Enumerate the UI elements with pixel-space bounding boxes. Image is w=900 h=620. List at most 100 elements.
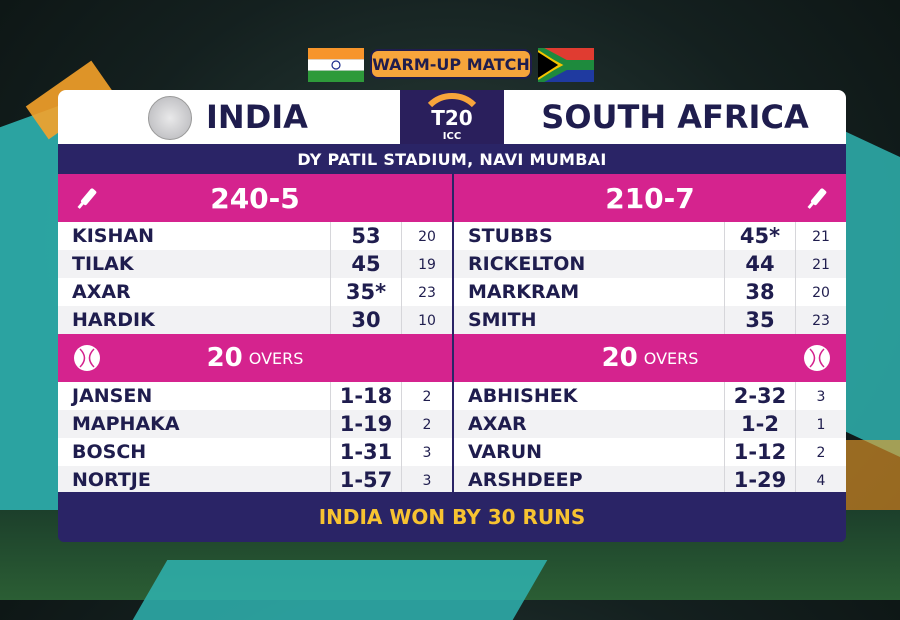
bowler-figures: 1-29 [724, 466, 795, 494]
india-batting-list: KISHAN 53 20 TILAK 45 19 AXAR 35* 23 HAR… [58, 222, 452, 334]
bowler-overs: 3 [795, 382, 846, 410]
india-total-score: 240-5 [210, 181, 300, 215]
batter-runs: 30 [330, 306, 401, 334]
bowler-overs: 2 [401, 410, 452, 438]
team-name-india: INDIA [206, 98, 308, 136]
bowler-name: JANSEN [72, 385, 153, 407]
bowler-row: MAPHAKA 1-19 2 [58, 410, 452, 438]
india-bowling-list: ABHISHEK 2-32 3 AXAR 1-2 1 VARUN 1-12 2 … [454, 382, 846, 494]
batter-balls: 21 [795, 250, 846, 278]
batter-runs: 35 [724, 306, 795, 334]
batter-name: TILAK [72, 253, 134, 275]
south-africa-batting-list: STUBBS 45* 21 RICKELTON 44 21 MARKRAM 38… [454, 222, 846, 334]
south-africa-flag-icon [538, 48, 594, 82]
bowler-row: AXAR 1-2 1 [454, 410, 846, 438]
batter-balls: 10 [401, 306, 452, 334]
batter-row: KISHAN 53 20 [58, 222, 452, 250]
team-header-india: INDIA [58, 90, 400, 144]
batter-row: RICKELTON 44 21 [454, 250, 846, 278]
overs-label: OVERS [643, 348, 699, 368]
batter-name: MARKRAM [468, 281, 580, 303]
bowler-row: JANSEN 1-18 2 [58, 382, 452, 410]
match-result: INDIA WON BY 30 RUNS [58, 492, 846, 542]
team-name-south-africa: SOUTH AFRICA [541, 98, 809, 136]
background-decoration [132, 560, 548, 620]
batter-row: STUBBS 45* 21 [454, 222, 846, 250]
bowler-name: BOSCH [72, 441, 147, 463]
south-africa-total-score: 210-7 [605, 181, 695, 215]
batter-runs: 35* [330, 278, 401, 306]
batter-name: RICKELTON [468, 253, 586, 275]
south-africa-bowling-list: JANSEN 1-18 2 MAPHAKA 1-19 2 BOSCH 1-31 … [58, 382, 452, 494]
background-decoration [840, 129, 900, 471]
batter-runs: 45 [330, 250, 401, 278]
bowler-overs: 3 [401, 438, 452, 466]
batter-row: TILAK 45 19 [58, 250, 452, 278]
south-africa-score-bar: 210-7 [454, 174, 846, 222]
cricket-ball-icon [804, 345, 830, 371]
bowler-overs: 1 [795, 410, 846, 438]
batter-runs: 53 [330, 222, 401, 250]
batter-name: HARDIK [72, 309, 155, 331]
bowler-name: ARSHDEEP [468, 469, 583, 491]
bowler-name: ABHISHEK [468, 385, 578, 407]
batter-row: MARKRAM 38 20 [454, 278, 846, 306]
batter-runs: 38 [724, 278, 795, 306]
column-divider [452, 174, 454, 492]
bowler-name: VARUN [468, 441, 543, 463]
bowler-row: NORTJE 1-57 3 [58, 466, 452, 494]
batter-row: AXAR 35* 23 [58, 278, 452, 306]
cricket-bat-icon [77, 188, 97, 209]
bowler-figures: 1-2 [724, 410, 795, 438]
batter-name: AXAR [72, 281, 131, 303]
india-flag-icon [308, 48, 364, 82]
t20-logo-text: T20 [431, 106, 472, 130]
cricket-ball-icon [74, 345, 100, 371]
batter-name: STUBBS [468, 225, 553, 247]
india-overs-count: 20 [206, 343, 243, 373]
bowler-row: ABHISHEK 2-32 3 [454, 382, 846, 410]
bowler-overs: 2 [401, 382, 452, 410]
bowler-figures: 1-31 [330, 438, 401, 466]
match-header: WARM-UP MATCH [0, 46, 900, 84]
batter-balls: 20 [795, 278, 846, 306]
bowler-row: BOSCH 1-31 3 [58, 438, 452, 466]
batter-row: SMITH 35 23 [454, 306, 846, 334]
match-type-badge: WARM-UP MATCH [370, 49, 532, 79]
batter-balls: 23 [795, 306, 846, 334]
south-africa-overs-bar: 20 OVERS [454, 334, 846, 382]
team-header-south-africa: SOUTH AFRICA [504, 90, 846, 144]
batter-balls: 23 [401, 278, 452, 306]
bowler-overs: 4 [795, 466, 846, 494]
bowler-overs: 2 [795, 438, 846, 466]
batter-row: HARDIK 30 10 [58, 306, 452, 334]
bowler-overs: 3 [401, 466, 452, 494]
batter-name: SMITH [468, 309, 537, 331]
south-africa-overs-count: 20 [601, 343, 638, 373]
bowler-name: NORTJE [72, 469, 151, 491]
bowler-name: AXAR [468, 413, 527, 435]
batter-runs: 45* [724, 222, 795, 250]
batter-balls: 20 [401, 222, 452, 250]
bowler-figures: 1-19 [330, 410, 401, 438]
venue-label: DY PATIL STADIUM, NAVI MUMBAI [58, 144, 846, 174]
india-overs-bar: 20 OVERS [58, 334, 452, 382]
overs-label: OVERS [248, 348, 304, 368]
bowler-row: ARSHDEEP 1-29 4 [454, 466, 846, 494]
bcci-logo-icon [148, 96, 192, 140]
scorecard: INDIA T20 ICC SOUTH AFRICA DY PATIL STAD… [58, 90, 846, 542]
bowler-figures: 1-18 [330, 382, 401, 410]
batter-name: KISHAN [72, 225, 154, 247]
india-score-bar: 240-5 [58, 174, 452, 222]
bowler-figures: 1-57 [330, 466, 401, 494]
batter-balls: 19 [401, 250, 452, 278]
bowler-figures: 2-32 [724, 382, 795, 410]
icc-logo-text: ICC [443, 131, 461, 142]
bowler-name: MAPHAKA [72, 413, 180, 435]
t20-world-cup-logo-icon: T20 ICC [400, 90, 504, 144]
bowler-row: VARUN 1-12 2 [454, 438, 846, 466]
cricket-bat-icon [807, 188, 827, 209]
batter-balls: 21 [795, 222, 846, 250]
batter-runs: 44 [724, 250, 795, 278]
bowler-figures: 1-12 [724, 438, 795, 466]
